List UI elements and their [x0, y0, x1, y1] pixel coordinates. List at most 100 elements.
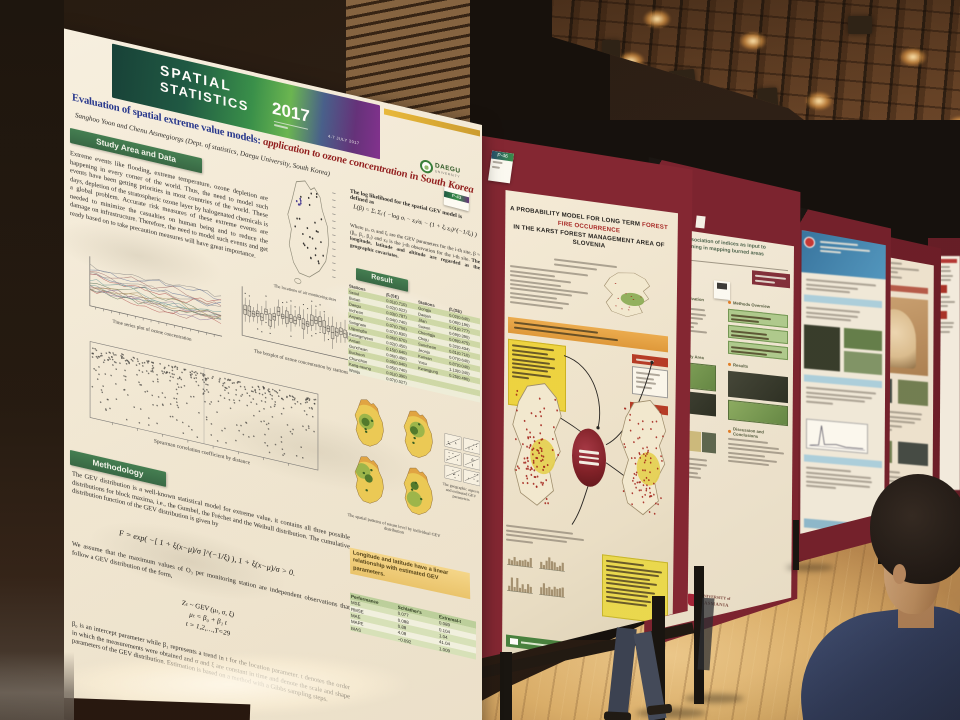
daegu-logo-icon: [420, 158, 433, 175]
blurred-text-line: [492, 161, 503, 165]
poster3-author-text: [755, 275, 787, 285]
poster6-text: [939, 296, 957, 307]
poster4-chart: [806, 418, 868, 454]
histogram-chart-svg: [539, 583, 565, 598]
poster4-text: [806, 385, 880, 411]
stand-leg: [793, 520, 799, 570]
floor-shadow: [636, 708, 706, 718]
geo-scatter-panels-svg: [444, 433, 481, 487]
left-frame-edge: [0, 0, 64, 720]
histogram-chart: [506, 570, 534, 595]
monitoring-sites-map-panel: The locations of air monitoring sites: [272, 170, 338, 317]
walking-person-shoe: [603, 711, 632, 720]
korea-monitoring-map-svg: [287, 180, 336, 284]
blurred-text-line: [939, 304, 949, 307]
tag-text: [491, 161, 511, 170]
timeseries-chart: [78, 250, 226, 346]
poster5-photo: [898, 441, 928, 467]
stand-leg: [500, 652, 512, 720]
poster5-photo: [898, 379, 928, 407]
poster4-logo: [804, 236, 815, 249]
blurred-text-line: [731, 318, 759, 324]
blurred-text-line: [755, 279, 776, 284]
histogram-chart: [538, 548, 566, 573]
scatter-chart: [82, 336, 322, 477]
histogram-chart: [538, 574, 566, 599]
poster3-tag: [714, 280, 730, 300]
korea-monitoring-map: [272, 170, 338, 297]
blurred-text-line: [939, 326, 953, 329]
box-text: [731, 313, 785, 326]
ceiling-speaker: [756, 87, 780, 119]
blurred-text-line: [506, 538, 533, 544]
poster3-result-image: [728, 399, 788, 427]
poster4-text: [806, 305, 880, 327]
histogram-chart-svg: [507, 556, 533, 568]
blurred-text-line: [820, 249, 841, 254]
ceiling-light: [800, 88, 838, 114]
foreground-person-ear: [893, 564, 906, 584]
blurred-text-line: [939, 279, 952, 282]
section-label: Methods Overview: [733, 300, 771, 310]
blurred-text-line: [806, 484, 836, 490]
ceiling-light: [734, 28, 772, 54]
scatter-panel: Spearman correlation coefficient by dist…: [82, 336, 322, 495]
poster-forest-fire-slovenia: A PROBABILITY MODEL FOR LONG TERM FOREST…: [502, 190, 678, 656]
timeseries-chart-svg: [89, 256, 223, 337]
fire-occurrence-map-right-svg: [619, 399, 667, 516]
return-level-maps: [344, 393, 440, 527]
wood-baffle-ceiling: [552, 0, 960, 239]
bullet-icon: [728, 362, 731, 367]
poster6-red-bar: [939, 259, 957, 263]
blurred-text-line: [939, 330, 951, 333]
section-label: Results: [733, 362, 749, 369]
box-text: [731, 345, 785, 358]
poster6-text: [939, 266, 957, 282]
highlight-note: Longitude and latitude have a linear rel…: [349, 547, 471, 599]
grid-cell: [702, 432, 716, 454]
fire-occurrence-map-left-svg: [512, 383, 562, 506]
blurred-text-line: [939, 321, 955, 324]
poster-4: [800, 230, 886, 534]
timeseries-panel: Time series plot of ozone concentration: [78, 250, 226, 360]
blurred-text-line: [939, 266, 951, 268]
ellipse-label: [579, 449, 599, 455]
return-level-map: [344, 393, 390, 458]
poster4-image: [844, 350, 882, 376]
floor-shadow: [684, 694, 744, 703]
poster4-chart-svg: [808, 425, 866, 451]
slovenia-overview-map: [598, 268, 656, 323]
blurred-text-line: [939, 296, 950, 299]
poster6-figure: [939, 310, 947, 319]
floor-shadow: [786, 564, 834, 571]
return-level-map-svg: [403, 465, 433, 518]
bullet-icon: [728, 429, 731, 433]
poster6-figure: [939, 285, 947, 294]
return-level-map-svg: [354, 396, 384, 450]
fire-occurrence-map-left: [506, 376, 568, 516]
blurred-text-line: [939, 300, 955, 303]
poster6-text: [939, 321, 957, 333]
blurred-text-line: [806, 400, 833, 405]
return-level-map: [393, 404, 439, 469]
return-level-map: [393, 461, 439, 526]
histogram-chart-svg: [539, 557, 565, 572]
blurred-text-line: [939, 270, 952, 273]
poster3-method-box: [728, 340, 788, 361]
return-level-map-svg: [403, 408, 433, 461]
poster-ozone-gev: SPATIAL STATISTICS 2017 4-7 JULY 2017 DA…: [62, 28, 482, 720]
poster4-image: [844, 327, 882, 352]
bullet-icon: [728, 300, 731, 305]
return-level-map-svg: [354, 453, 384, 507]
banner-dates: 4-7 JULY 2017: [328, 133, 360, 146]
blurred-text-line: [491, 165, 501, 169]
histogram-chart: [506, 544, 534, 569]
poster3-result-image: [728, 370, 788, 404]
ceiling-light: [638, 6, 676, 32]
foreground-person-hair: [870, 474, 960, 584]
ceiling-speaker: [668, 68, 698, 108]
histogram-chart-svg: [507, 577, 533, 594]
poster2-intro-text: [510, 263, 592, 315]
poster3-author-box: [752, 270, 790, 289]
